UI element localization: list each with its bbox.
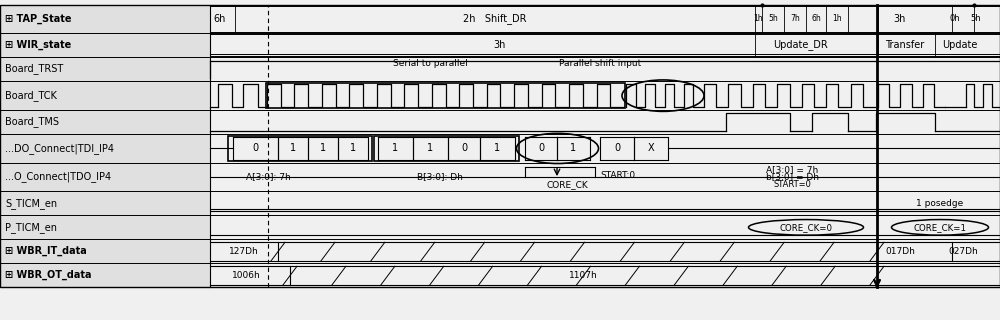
Text: 1: 1 bbox=[290, 143, 296, 154]
Text: 1h: 1h bbox=[753, 14, 763, 23]
Text: 0: 0 bbox=[538, 143, 544, 154]
Text: P_TICM_en: P_TICM_en bbox=[5, 222, 57, 233]
Text: 3h: 3h bbox=[494, 40, 506, 50]
Text: CORE_CK=0: CORE_CK=0 bbox=[780, 223, 832, 232]
Text: 1: 1 bbox=[320, 143, 326, 154]
Text: 127Dh: 127Dh bbox=[229, 247, 259, 256]
Text: b[3:0] = Dh: b[3:0] = Dh bbox=[766, 172, 818, 181]
Text: 1 posedge: 1 posedge bbox=[916, 199, 964, 208]
Text: 0: 0 bbox=[614, 143, 620, 154]
Text: ⊞ TAP_State: ⊞ TAP_State bbox=[5, 14, 72, 24]
Text: ...O_Connect|TDO_IP4: ...O_Connect|TDO_IP4 bbox=[5, 172, 111, 182]
Text: 1: 1 bbox=[494, 143, 501, 154]
Text: Serial to parallel: Serial to parallel bbox=[393, 59, 467, 68]
Text: ⊞ WBR_OT_data: ⊞ WBR_OT_data bbox=[5, 270, 92, 281]
Text: Board_TRST: Board_TRST bbox=[5, 63, 63, 75]
Text: 027Dh: 027Dh bbox=[948, 247, 978, 256]
Text: 3h: 3h bbox=[894, 14, 906, 24]
Bar bbox=[0, 5, 1000, 287]
Text: Board_TCK: Board_TCK bbox=[5, 90, 57, 101]
Text: 7h: 7h bbox=[790, 14, 800, 23]
Text: 6h: 6h bbox=[811, 14, 821, 23]
Text: Update: Update bbox=[942, 40, 978, 50]
Text: START:0: START:0 bbox=[600, 171, 635, 180]
Text: 1006h: 1006h bbox=[232, 271, 260, 280]
Text: START=0: START=0 bbox=[773, 180, 811, 189]
Text: 0: 0 bbox=[252, 143, 259, 154]
Bar bbox=[266, 83, 625, 108]
Text: A[3:0] = 7h: A[3:0] = 7h bbox=[766, 165, 818, 174]
Text: 1: 1 bbox=[427, 143, 434, 154]
Text: 1107h: 1107h bbox=[569, 271, 597, 280]
Text: A[3:0]: 7h: A[3:0]: 7h bbox=[246, 172, 290, 181]
Text: CORE_CK: CORE_CK bbox=[546, 180, 588, 189]
Text: 1h: 1h bbox=[832, 14, 842, 23]
Text: 1: 1 bbox=[350, 143, 356, 154]
Text: 6h: 6h bbox=[213, 14, 225, 24]
Text: B[3:0]: Dh: B[3:0]: Dh bbox=[417, 172, 463, 181]
Text: 1: 1 bbox=[392, 143, 399, 154]
Bar bbox=[228, 136, 372, 161]
Text: 017Dh: 017Dh bbox=[885, 247, 915, 256]
Text: 2h   Shift_DR: 2h Shift_DR bbox=[463, 13, 527, 24]
Text: Transfer: Transfer bbox=[885, 40, 925, 50]
Text: 0h: 0h bbox=[950, 14, 960, 23]
Text: Parallel shift input: Parallel shift input bbox=[559, 59, 641, 68]
Text: 1: 1 bbox=[570, 143, 577, 154]
Text: 5h: 5h bbox=[768, 14, 778, 23]
Text: S_TICM_en: S_TICM_en bbox=[5, 198, 57, 209]
Bar bbox=[374, 136, 519, 161]
Text: ⊞ WBR_IT_data: ⊞ WBR_IT_data bbox=[5, 246, 87, 257]
Text: ⊞ WIR_state: ⊞ WIR_state bbox=[5, 40, 71, 50]
Text: Update_DR: Update_DR bbox=[773, 39, 827, 51]
Text: 0: 0 bbox=[461, 143, 467, 154]
Text: CORE_CK=1: CORE_CK=1 bbox=[914, 223, 966, 232]
Text: X: X bbox=[648, 143, 654, 154]
Text: Board_TMS: Board_TMS bbox=[5, 116, 59, 127]
Text: 5h: 5h bbox=[971, 14, 981, 23]
Bar bbox=[0, 5, 210, 287]
Text: ...DO_Connect|TDI_IP4: ...DO_Connect|TDI_IP4 bbox=[5, 143, 114, 154]
